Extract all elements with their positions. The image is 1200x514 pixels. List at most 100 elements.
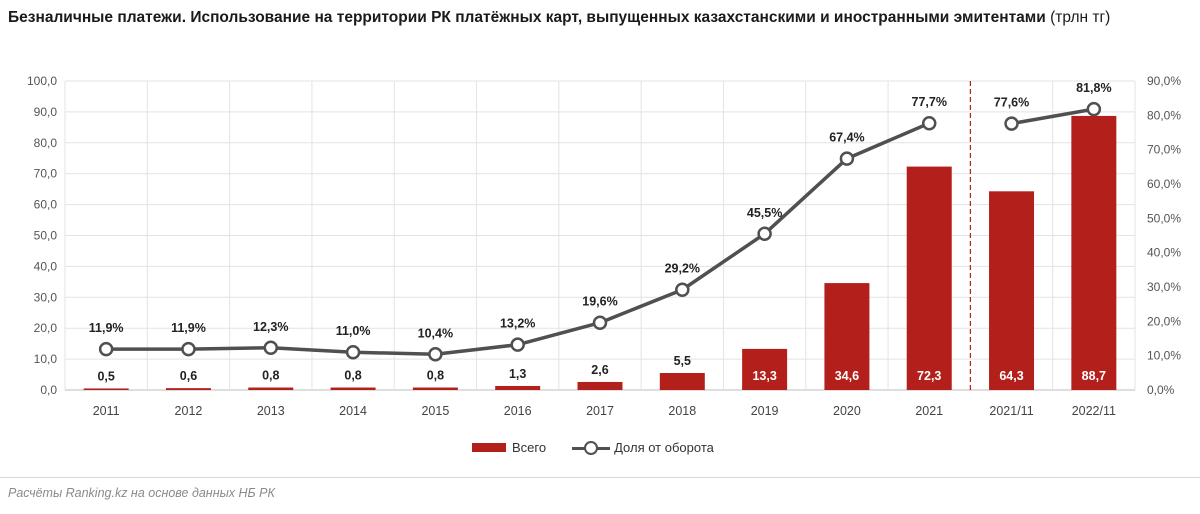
- y-right-tick-label: 20,0%: [1147, 314, 1181, 328]
- share-value-label: 29,2%: [665, 262, 700, 276]
- x-tick-label: 2011: [93, 404, 120, 418]
- share-value-label: 19,6%: [582, 295, 617, 309]
- y-left-tick-label: 20,0: [34, 321, 58, 335]
- y-right-tick-label: 90,0%: [1147, 74, 1181, 88]
- y-right-tick-label: 30,0%: [1147, 280, 1181, 294]
- x-tick-label: 2012: [175, 404, 203, 418]
- bar-value-label: 72,3: [917, 369, 941, 383]
- share-point: [428, 347, 443, 362]
- share-point: [1004, 116, 1019, 131]
- y-right-tick-label: 60,0%: [1147, 177, 1181, 191]
- share-value-label: 11,9%: [171, 321, 206, 335]
- bar: [330, 387, 376, 390]
- y-left-tick-label: 70,0: [34, 167, 58, 181]
- bar-value-label: 5,5: [674, 354, 691, 368]
- share-value-label: 11,0%: [336, 324, 371, 338]
- share-value-label: 45,5%: [747, 206, 782, 220]
- share-point: [181, 341, 196, 357]
- bar: [577, 381, 623, 390]
- share-point: [263, 340, 279, 356]
- bar: [1071, 115, 1117, 391]
- share-point: [921, 115, 937, 131]
- y-left-tick-label: 80,0: [34, 136, 58, 150]
- share-value-label: 67,4%: [829, 131, 864, 145]
- bar: [906, 166, 952, 390]
- share-point: [345, 344, 361, 360]
- y-left-tick-label: 10,0: [34, 352, 58, 366]
- y-right-tick-label: 80,0%: [1147, 108, 1181, 122]
- y-right-tick-label: 50,0%: [1147, 211, 1181, 225]
- x-tick-label: 2017: [586, 404, 614, 418]
- share-value-label: 12,3%: [253, 320, 288, 334]
- y-right-tick-label: 40,0%: [1147, 246, 1181, 260]
- share-value-label: 13,2%: [500, 317, 535, 331]
- grid: [64, 80, 1136, 391]
- footer-divider: [0, 477, 1200, 478]
- share-point: [1086, 101, 1102, 117]
- y-left-tick-label: 90,0: [34, 105, 58, 119]
- bar-value-label: 0,8: [262, 369, 279, 383]
- y-left-tick-label: 0,0: [40, 383, 57, 397]
- chart: 0,0 10,0 20,0 30,0 40,0 50,0 60,0 70,0 80,0 90,0 1…: [27, 74, 1181, 418]
- bar: [495, 385, 541, 390]
- share-value-label: 77,6%: [994, 96, 1029, 110]
- share-point: [510, 337, 525, 352]
- share-point: [98, 341, 114, 357]
- share-value-label: 11,9%: [89, 321, 124, 335]
- axes: 0,0 10,0 20,0 30,0 40,0 50,0 60,0 70,0 80,0 90,0 1…: [27, 74, 1181, 418]
- bar-value-label: 0,8: [427, 369, 444, 383]
- y-left-tick-label: 30,0: [34, 290, 58, 304]
- share-value-label: 10,4%: [418, 326, 453, 340]
- x-tick-label: 2014: [339, 404, 367, 418]
- bar: [659, 373, 705, 390]
- y-left-tick-label: 50,0: [34, 229, 58, 243]
- data-labels: 0,5 0,6 0,8 0,8 0,8 1,3 2,6 5,5 13,3 34,6 72,3 64,3…: [89, 81, 1112, 383]
- legend: Всего Доля от оборота: [472, 440, 714, 455]
- y-right-tick-label: 10,0%: [1147, 349, 1181, 363]
- bar: [248, 387, 294, 390]
- bar-value-label: 0,6: [180, 369, 197, 383]
- x-tick-label: 2020: [833, 404, 861, 418]
- bar: [412, 387, 458, 390]
- share-line-segment: [1011, 107, 1095, 126]
- x-tick-label: 2021/11: [989, 404, 1033, 418]
- bar: [165, 388, 211, 390]
- share-value-label: 81,8%: [1076, 81, 1111, 95]
- x-tick-label: 2013: [257, 404, 285, 418]
- bars: [83, 115, 1117, 391]
- share-value-label: 77,7%: [912, 95, 947, 109]
- chart-title: Безналичные платежи. Использование на те…: [8, 6, 1188, 30]
- bar: [83, 388, 129, 390]
- bar: [824, 283, 870, 390]
- bar: [742, 348, 788, 390]
- bar-value-label: 34,6: [835, 369, 859, 383]
- bar-value-label: 0,8: [344, 369, 361, 383]
- bar-value-label: 88,7: [1082, 369, 1106, 383]
- bar-value-label: 13,3: [752, 369, 776, 383]
- bar-value-label: 2,6: [591, 363, 608, 377]
- y-right-tick-label: 70,0%: [1147, 143, 1181, 157]
- x-tick-label: 2015: [421, 404, 449, 418]
- legend-line-swatch: [572, 440, 611, 455]
- x-tick-label: 2022/11: [1072, 404, 1116, 418]
- chart-title-unit: (трлн тг): [1045, 9, 1111, 26]
- x-tick-label: 2019: [751, 404, 779, 418]
- share-line: [98, 101, 1102, 362]
- chart-title-main: Безналичные платежи. Использование на те…: [8, 9, 1046, 26]
- legend-line-label: Доля от оборота: [614, 440, 714, 455]
- share-point: [675, 282, 690, 297]
- legend-bar-label: Всего: [512, 440, 547, 455]
- x-tick-label: 2016: [504, 404, 532, 418]
- share-point: [592, 315, 608, 330]
- y-left-tick-label: 100,0: [27, 74, 57, 88]
- y-left-tick-label: 60,0: [34, 198, 58, 212]
- legend-bar-swatch: [472, 443, 506, 452]
- share-point: [839, 151, 855, 166]
- y-left-tick-label: 40,0: [34, 259, 58, 273]
- share-point: [757, 226, 772, 242]
- x-tick-label: 2018: [668, 404, 696, 418]
- source-note: Расчёты Ranking.kz на основе данных НБ Р…: [8, 486, 275, 500]
- bar-value-label: 0,5: [97, 369, 114, 383]
- y-right-tick-label: 0,0%: [1147, 383, 1175, 397]
- bar-value-label: 64,3: [999, 369, 1023, 383]
